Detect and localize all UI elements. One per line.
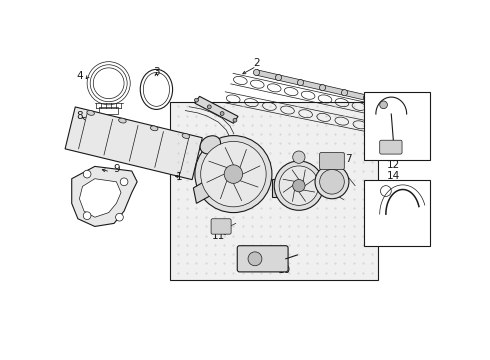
Circle shape bbox=[195, 98, 198, 102]
Text: 1: 1 bbox=[176, 172, 183, 182]
Polygon shape bbox=[256, 70, 411, 111]
Text: 7: 7 bbox=[345, 154, 352, 164]
Circle shape bbox=[279, 166, 318, 205]
Circle shape bbox=[342, 90, 347, 96]
Polygon shape bbox=[65, 107, 202, 180]
Circle shape bbox=[319, 85, 325, 91]
Polygon shape bbox=[194, 180, 210, 203]
Text: 14: 14 bbox=[387, 171, 400, 181]
Circle shape bbox=[233, 118, 237, 122]
Text: 8: 8 bbox=[76, 111, 83, 121]
Circle shape bbox=[293, 151, 305, 163]
Text: 4: 4 bbox=[76, 71, 83, 81]
Text: 5: 5 bbox=[420, 100, 426, 110]
Ellipse shape bbox=[150, 126, 158, 131]
Text: 9: 9 bbox=[113, 165, 120, 175]
Circle shape bbox=[293, 180, 305, 192]
Circle shape bbox=[386, 100, 392, 106]
Circle shape bbox=[201, 141, 266, 207]
Circle shape bbox=[207, 105, 211, 109]
Ellipse shape bbox=[87, 111, 95, 115]
Bar bbox=[99, 107, 118, 114]
Text: 10: 10 bbox=[278, 265, 291, 275]
Ellipse shape bbox=[119, 118, 126, 123]
Text: 11: 11 bbox=[211, 231, 224, 241]
Circle shape bbox=[297, 80, 304, 86]
Circle shape bbox=[120, 178, 128, 186]
FancyBboxPatch shape bbox=[319, 153, 344, 170]
FancyBboxPatch shape bbox=[211, 219, 231, 234]
Text: 2: 2 bbox=[253, 58, 260, 68]
FancyBboxPatch shape bbox=[380, 140, 402, 154]
Circle shape bbox=[380, 101, 388, 109]
Circle shape bbox=[83, 212, 91, 220]
Text: 15: 15 bbox=[416, 204, 430, 215]
Circle shape bbox=[407, 105, 414, 111]
Text: 3: 3 bbox=[153, 67, 160, 77]
Circle shape bbox=[274, 161, 323, 210]
Circle shape bbox=[275, 75, 282, 81]
Circle shape bbox=[195, 136, 272, 213]
Bar bbox=[364, 93, 430, 160]
Circle shape bbox=[224, 165, 243, 183]
Ellipse shape bbox=[182, 134, 190, 138]
Circle shape bbox=[319, 170, 344, 194]
Bar bbox=[364, 180, 430, 247]
Text: 13: 13 bbox=[403, 117, 416, 127]
Circle shape bbox=[364, 95, 369, 101]
Text: 6: 6 bbox=[420, 121, 426, 131]
Circle shape bbox=[83, 170, 91, 178]
Bar bbox=[272, 179, 287, 197]
Bar bbox=[170, 102, 378, 280]
Polygon shape bbox=[79, 179, 121, 217]
Circle shape bbox=[116, 213, 123, 221]
Circle shape bbox=[248, 252, 262, 266]
Ellipse shape bbox=[200, 136, 220, 154]
FancyBboxPatch shape bbox=[237, 246, 288, 272]
Polygon shape bbox=[195, 96, 238, 123]
Polygon shape bbox=[72, 166, 137, 226]
Text: 12: 12 bbox=[387, 160, 400, 170]
Circle shape bbox=[253, 69, 260, 76]
Circle shape bbox=[220, 112, 224, 116]
Circle shape bbox=[315, 165, 349, 199]
